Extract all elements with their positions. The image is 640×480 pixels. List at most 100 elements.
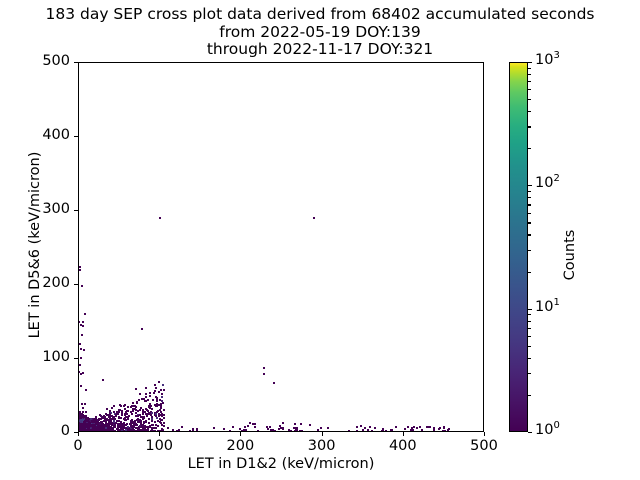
data-point [90,431,92,432]
data-point [389,429,392,431]
data-point [79,416,81,419]
data-point [418,431,420,432]
data-point [92,431,94,432]
data-point [293,430,296,431]
data-point [105,428,108,431]
data-point [86,424,89,427]
data-point [91,430,94,431]
data-point [150,424,153,427]
data-point [79,431,81,432]
data-point [109,431,111,432]
data-point [112,430,115,431]
data-point [192,427,195,430]
data-point [85,430,88,431]
data-point [89,431,91,432]
data-point [109,432,111,433]
data-point [123,416,126,419]
data-point [131,424,134,427]
x-tick-label: 100 [145,438,174,454]
data-point [148,406,151,409]
data-point [118,425,121,428]
data-point [79,411,81,414]
data-point [101,432,103,433]
data-point [105,408,108,411]
data-point [110,431,112,432]
data-point [89,431,91,432]
colorbar-tick-label: 102 [535,173,560,192]
data-point [82,418,85,421]
data-point [171,428,174,431]
data-point [90,423,93,426]
data-point [105,431,107,432]
y-axis-label: LET in D5&6 (keV/micron) [27,151,43,339]
data-point [137,428,140,431]
data-point [261,431,263,432]
data-point [406,425,409,428]
data-point [81,431,83,432]
data-point [83,431,85,432]
data-point [79,414,81,417]
data-point [137,417,140,420]
data-point [87,431,89,432]
data-point [93,418,96,421]
colorbar-minor-tick [528,111,531,113]
data-point [100,429,103,431]
data-point [93,430,96,431]
data-point [85,430,89,431]
data-point [94,420,97,423]
data-point [87,431,89,432]
data-point [106,431,108,432]
data-point [85,431,87,432]
data-point [84,431,86,432]
data-point [80,430,83,431]
data-point [146,414,149,417]
data-point [151,415,154,418]
data-point [118,423,121,426]
data-point [145,386,148,389]
colorbar-minor-tick [528,373,531,375]
data-point [79,269,82,272]
data-point [86,431,88,432]
data-point [85,431,87,432]
data-point [95,431,97,432]
data-point [154,427,157,430]
data-point [254,422,257,425]
data-point [176,429,179,431]
data-point [106,430,109,431]
data-point [82,407,85,410]
data-point [80,431,82,432]
data-point [100,431,102,432]
data-point [144,392,147,395]
data-point [94,430,97,431]
data-point [79,431,81,432]
data-point [83,431,85,432]
data-point [114,421,117,424]
data-point [80,431,82,432]
data-point [98,421,101,424]
data-point [139,431,141,432]
data-point [102,431,104,432]
data-point [82,349,85,352]
data-point [158,420,161,423]
data-point [89,431,91,432]
data-point [86,431,88,432]
data-point [117,432,119,433]
data-point [153,389,156,392]
data-point [81,423,84,426]
data-point [81,431,83,432]
data-point [154,404,157,407]
data-point [150,418,153,421]
data-point [126,416,129,419]
data-point [124,404,127,407]
data-point [90,431,92,432]
data-point [124,426,127,429]
colorbar-tick-label: 101 [535,296,560,315]
colorbar-minor-tick [528,204,531,206]
data-point [89,430,92,431]
data-point [157,403,160,406]
data-point [244,429,247,431]
data-point [131,410,134,413]
data-point [80,431,82,432]
data-point [98,430,101,431]
